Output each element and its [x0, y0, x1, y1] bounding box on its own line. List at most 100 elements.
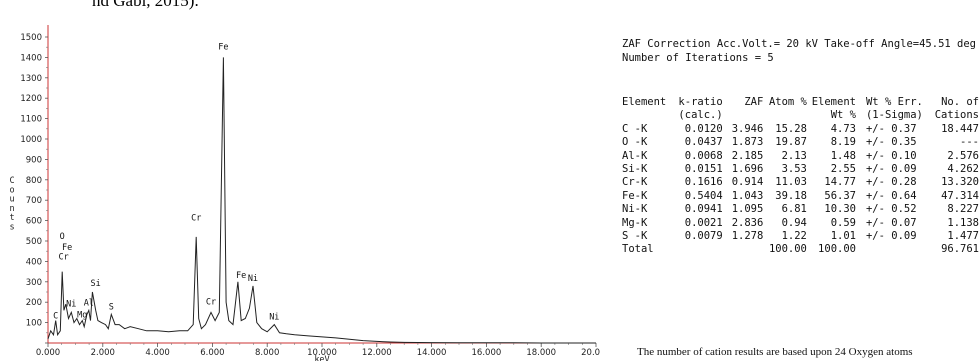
cell-element: O -K: [622, 136, 648, 149]
cell-wt-err: +/- 0.52: [865, 203, 917, 216]
header-k-ratio: k-ratio: [678, 96, 723, 108]
cell-k-ratio: 0.0021: [684, 216, 723, 229]
y-tick-label: 1500: [20, 33, 42, 43]
table-row: Fe-K 0.5404 1.043 39.18 56.37 +/- 0.64 47.314: [622, 190, 979, 203]
cell-atom-pct: 15.28: [775, 122, 807, 135]
cation-basis-note: The number of cation results are based u…: [637, 346, 913, 358]
eds-spectrum-chart: 100 200 300 400 500 600 700 800 900 1000 1100 1200 1…: [9, 25, 600, 361]
cell-wt-err: +/- 0.35: [865, 136, 917, 149]
cell-wt-err: [856, 243, 930, 256]
y-tick-label: 1400: [20, 53, 42, 63]
y-axis-title-char: t: [9, 213, 14, 223]
cell-atom-pct: 11.03: [775, 176, 807, 189]
cell-element: Ni-K: [622, 203, 648, 216]
cell-wt-err: +/- 0.09: [865, 163, 917, 176]
table-row: Ni-K 0.0941 1.095 6.81 10.30 +/- 0.52 8.227: [622, 203, 979, 216]
cell-wt-err: +/- 0.28: [865, 176, 917, 189]
cell-k-ratio: 0.1616: [684, 176, 723, 189]
x-tick-label: 6.000: [200, 348, 224, 358]
zaf-table-body: C -K 0.0120 3.946 15.28 4.73 +/- 0.37 18.447 O …: [622, 123, 979, 257]
subheader-element: [622, 109, 671, 122]
subheader-atom: [763, 109, 807, 122]
cell-zaf: 2.185: [731, 149, 764, 162]
cell-element: Cr-K: [622, 176, 648, 189]
cell-zaf: 3.946: [731, 122, 764, 135]
peak-label: Fe: [62, 243, 72, 253]
cell-atom-pct: 2.13: [781, 149, 807, 162]
table-subheader-row: (calc.) Wt % (1-Sigma) Cations: [622, 109, 979, 122]
x-tick-label: 10.000: [307, 348, 337, 358]
header-atom-pct: Atom %: [768, 96, 807, 108]
x-tick-label: 2.000: [91, 348, 115, 358]
cell-atom-pct: 19.87: [775, 136, 807, 149]
cell-zaf: [723, 243, 764, 256]
table-row: Si-K 0.0151 1.696 3.53 2.55 +/- 0.09 4.262: [622, 163, 979, 176]
peak-label: Fe: [218, 42, 228, 52]
y-tick-label: 200: [26, 298, 42, 308]
y-tick-label: 300: [26, 278, 42, 288]
peak-label: Fe: [236, 271, 246, 281]
x-tick-label: 4.000: [145, 348, 169, 358]
cell-cations: 1.477: [947, 230, 979, 243]
x-tick-label: 14.000: [417, 348, 447, 358]
cell-cations: 4.262: [947, 163, 979, 176]
cell-element: S -K: [622, 230, 648, 243]
cell-element: Si-K: [622, 163, 648, 176]
cell-element: Fe-K: [622, 189, 648, 202]
peak-label: Ni: [269, 313, 279, 323]
cell-wt-pct: 2.55: [830, 163, 856, 176]
peak-label: C: [53, 312, 58, 322]
subheader-zaf: [723, 109, 764, 122]
cell-atom-pct: 39.18: [775, 189, 807, 202]
peak-label: Al: [84, 298, 94, 308]
x-tick-label: 0.000: [36, 348, 60, 358]
citation-fragment: nd Gabi, 2015).: [92, 0, 199, 10]
cell-atom-pct: 100.00: [768, 243, 807, 256]
cell-atom-pct: 3.53: [781, 163, 807, 176]
y-axis-title-char: o: [9, 185, 14, 195]
y-tick-label: 700: [26, 196, 42, 206]
cell-cations: 47.314: [941, 189, 979, 202]
table-header-row: Element k-ratio ZAF Atom % Element Wt % …: [622, 96, 979, 109]
cell-cations: 18.447: [941, 122, 979, 135]
cell-zaf: 1.873: [731, 136, 764, 149]
cell-wt-pct: 8.19: [830, 136, 856, 149]
header-element: Element: [622, 96, 667, 108]
peak-label: Ni: [66, 299, 76, 309]
y-tick-label: 1100: [20, 115, 42, 125]
cell-wt-pct: 100.00: [818, 243, 856, 256]
cell-wt-pct: 1.48: [830, 149, 856, 162]
table-row: Al-K 0.0068 2.185 2.13 1.48 +/- 0.10 2.576: [622, 150, 979, 163]
spectrum-line-0: [47, 57, 596, 344]
y-tick-label: 400: [26, 257, 42, 267]
peak-label: Ni: [248, 274, 258, 284]
zaf-correction-line: ZAF Correction Acc.Volt.= 20 kV Take-off…: [622, 38, 977, 50]
y-tick-label: 1300: [20, 74, 42, 84]
header-wt-err: Wt % Err.: [865, 96, 923, 108]
cell-wt-pct: 0.59: [830, 216, 856, 229]
cell-k-ratio: 0.0151: [684, 163, 723, 176]
cell-element: Mg-K: [622, 216, 648, 229]
cell-zaf: 1.095: [731, 203, 764, 216]
peak-label: Mg: [77, 311, 87, 321]
peak-label: S: [109, 302, 114, 312]
cell-wt-pct: 1.01: [830, 230, 856, 243]
table-row: Cr-K 0.1616 0.914 11.03 14.77 +/- 0.28 13.320: [622, 176, 979, 189]
x-tick-label: 16.000: [472, 348, 502, 358]
subheader-wt-pct: Wt %: [830, 109, 856, 122]
peak-label: Cr: [58, 252, 68, 262]
chart-series: [47, 57, 596, 344]
cell-atom-pct: 6.81: [781, 203, 807, 216]
subheader-sigma: (1-Sigma): [865, 109, 923, 122]
cell-k-ratio: 0.0120: [684, 122, 723, 135]
cell-wt-pct: 10.30: [824, 203, 856, 216]
cell-zaf: 0.914: [731, 176, 764, 189]
cell-k-ratio: 0.0068: [684, 149, 723, 162]
cell-wt-err: +/- 0.07: [865, 216, 917, 229]
cell-k-ratio: [671, 243, 723, 256]
cell-cations: 96.761: [941, 243, 979, 256]
peak-label: O: [60, 232, 65, 242]
cell-wt-pct: 56.37: [824, 189, 856, 202]
y-tick-label: 1200: [20, 94, 42, 104]
